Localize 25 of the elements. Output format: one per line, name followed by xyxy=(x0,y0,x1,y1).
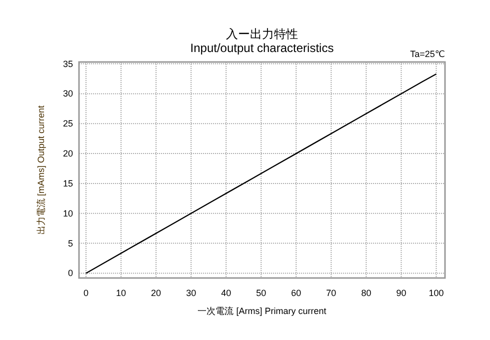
chart-title: 入ー出力特性 xyxy=(226,27,298,41)
y-tick-label: 5 xyxy=(68,238,73,248)
x-tick-label: 100 xyxy=(428,288,444,298)
x-tick-label: 70 xyxy=(326,288,336,298)
y-axis-title: 出力電流 [mAms] Output current xyxy=(36,104,46,235)
x-tick-label: 40 xyxy=(221,288,232,298)
x-tick-label: 10 xyxy=(116,288,126,298)
x-tick-label: 60 xyxy=(291,288,302,298)
line-series xyxy=(85,73,437,274)
x-tick-label: 50 xyxy=(256,288,266,298)
chart-subtitle: Input/output characteristics xyxy=(190,41,334,55)
y-tick-label: 25 xyxy=(62,118,73,129)
x-axis-title: 一次電流 [Arms] Primary current xyxy=(198,306,327,316)
y-tick-label: 10 xyxy=(62,208,73,218)
y-tick-label: 15 xyxy=(62,178,73,188)
x-tick-label: 30 xyxy=(186,288,196,298)
x-tick-label: 90 xyxy=(396,288,406,298)
x-tick-label: 20 xyxy=(151,288,162,298)
text: Ta=25℃ xyxy=(410,49,445,59)
y-tick-label: 20 xyxy=(62,148,73,159)
x-tick-label: 80 xyxy=(361,288,372,298)
y-tick-label: 0 xyxy=(68,268,73,278)
x-tick-label: 0 xyxy=(83,288,89,298)
y-tick-label: 30 xyxy=(62,88,73,99)
y-tick-label: 35 xyxy=(62,58,73,69)
